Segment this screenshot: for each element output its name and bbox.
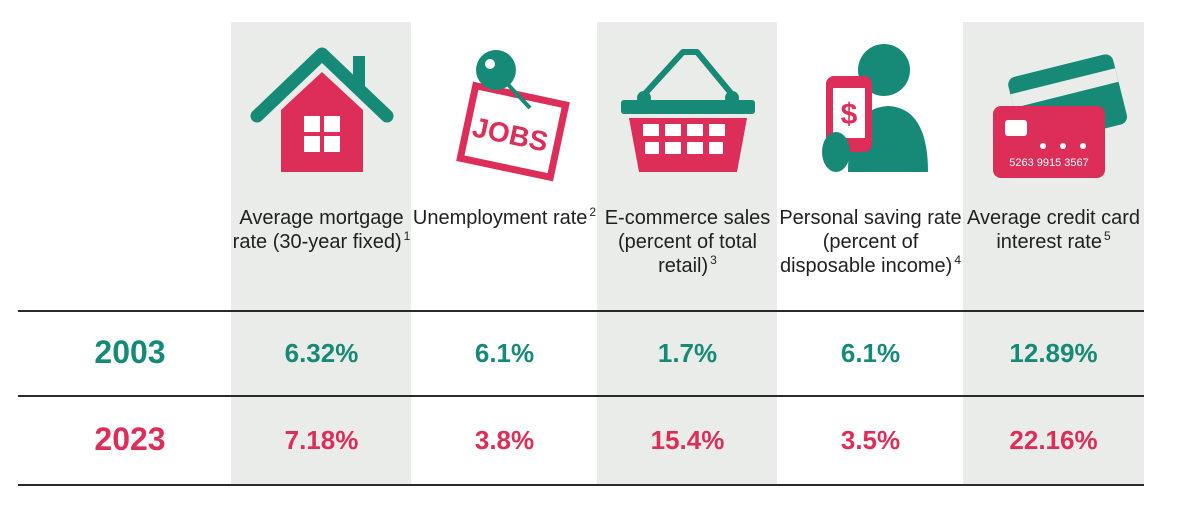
house-icon [229, 36, 414, 186]
rule-middle [18, 395, 1144, 397]
value-2023-ecommerce: 15.4% [650, 425, 725, 455]
value-2003-ecommerce: 1.7% [657, 338, 718, 368]
person-phone-dollar-icon: $ [778, 36, 963, 186]
rule-bottom [18, 484, 1144, 486]
value-2003-mortgage: 6.32% [284, 338, 359, 368]
jobs-sign-icon: JOBS [412, 36, 597, 186]
value-2023-credit: 22.16% [1009, 425, 1098, 455]
row-year-2003: 2003 [94, 334, 166, 370]
column-label-unemployment: Unemployment rate 2 [412, 205, 597, 229]
value-2003-credit: 12.89% [1009, 338, 1098, 368]
value-2003-unemployment: 6.1% [474, 338, 535, 368]
phone-dollar-symbol: $ [840, 98, 857, 131]
value-2023-saving: 3.5% [840, 425, 901, 455]
column-label-credit: Average credit card interest rate 5 [966, 207, 1141, 253]
card-number-text: 5263 9915 3567 [1009, 157, 1089, 169]
rule-top [18, 310, 1144, 312]
credit-cards-icon: 5263 9915 3567 [961, 36, 1146, 186]
column-label-ecommerce: E-commerce sales (percent of total retai… [604, 207, 771, 277]
column-label-mortgage: Average mortgage rate (30-year fixed) 1 [232, 207, 411, 253]
shopping-basket-icon [595, 36, 780, 186]
column-label-saving: Personal saving rate (percent of disposa… [779, 207, 962, 277]
value-2023-mortgage: 7.18% [284, 425, 359, 455]
row-year-2023: 2023 [94, 421, 166, 457]
value-2023-unemployment: 3.8% [474, 425, 535, 455]
column-shade-ecommerce [597, 22, 777, 486]
value-2003-saving: 6.1% [840, 338, 901, 368]
